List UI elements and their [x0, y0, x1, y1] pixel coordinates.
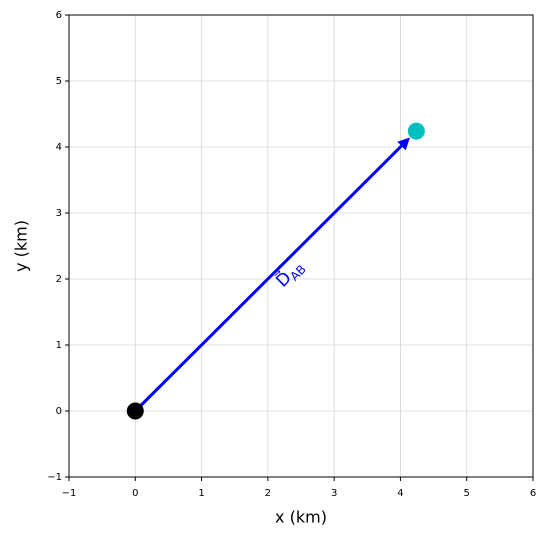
x-axis-label: x (km)	[275, 508, 327, 527]
plot-frame	[68, 14, 534, 478]
arrow-head	[397, 137, 410, 151]
y-tick-label: 3	[56, 208, 62, 219]
x-tick-label: 4	[397, 488, 403, 499]
arrow-label: D⃗AB	[271, 255, 309, 293]
x-tick-label: 3	[331, 488, 337, 499]
y-tick-label: 5	[56, 76, 62, 87]
arrow-line	[134, 144, 403, 413]
y-tick-label: 1	[56, 340, 62, 351]
x-tick-label: 1	[198, 488, 204, 499]
y-tick-label: 0	[56, 406, 62, 417]
y-tick-label: −1	[47, 472, 62, 483]
y-tick-label: 6	[56, 10, 62, 21]
y-axis-label: y (km)	[12, 220, 31, 272]
x-tick-label: 5	[464, 488, 470, 499]
point	[407, 122, 425, 140]
x-tick-label: −1	[62, 488, 77, 499]
y-tick-label: 2	[56, 274, 62, 285]
x-tick-label: 2	[265, 488, 271, 499]
point	[126, 402, 144, 420]
x-tick-label: 0	[132, 488, 138, 499]
x-tick-label: 6	[530, 488, 536, 499]
y-tick-label: 4	[56, 142, 62, 153]
